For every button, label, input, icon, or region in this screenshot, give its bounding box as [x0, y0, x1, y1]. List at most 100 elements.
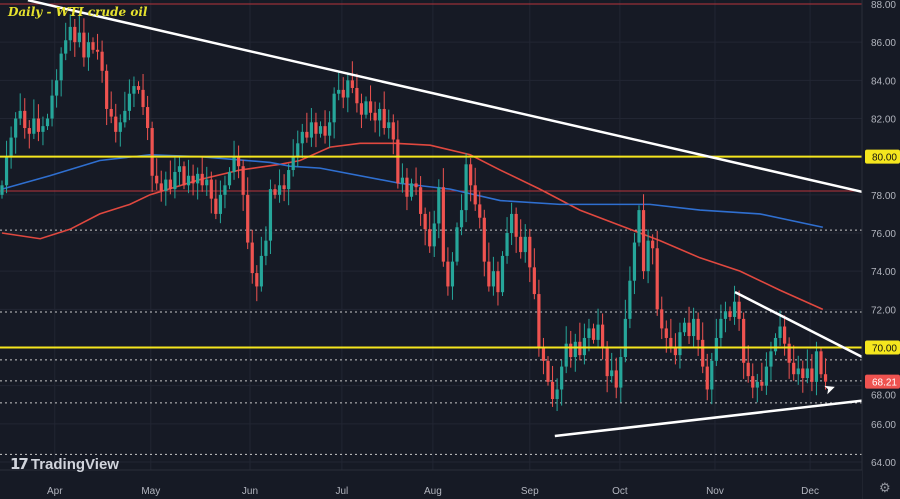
candle — [792, 345, 796, 381]
candle-body — [287, 170, 291, 190]
candle-body — [36, 118, 40, 132]
candle — [205, 166, 209, 196]
candle-body — [237, 156, 241, 167]
candle-body — [105, 70, 109, 109]
candle — [532, 248, 536, 300]
candle-body — [505, 233, 509, 256]
candle — [478, 191, 482, 229]
candle — [50, 79, 54, 127]
candle — [783, 315, 787, 356]
candle — [601, 313, 605, 360]
level-80.00-badge-label: 80.00 — [872, 153, 897, 164]
candle — [742, 312, 746, 379]
candle-body — [328, 122, 332, 136]
candle — [114, 103, 118, 143]
tradingview-logo: 𝟭𝟳 TradingView — [10, 455, 119, 474]
candle — [141, 73, 145, 115]
x-tick-label: Oct — [612, 486, 628, 497]
candle-body — [778, 326, 782, 338]
candle-body — [528, 236, 532, 268]
candle-body — [760, 381, 764, 386]
candle-body — [155, 175, 159, 184]
candle-body — [423, 213, 427, 230]
candle-body — [428, 229, 432, 247]
candle — [391, 114, 395, 155]
tv-logo-icon: 𝟭𝟳 — [10, 456, 29, 473]
candle-body — [255, 273, 259, 287]
price-axis — [862, 0, 900, 499]
candle — [441, 168, 445, 267]
candle-body — [387, 122, 391, 129]
candle — [487, 242, 491, 292]
candle-body — [432, 223, 436, 247]
candle — [127, 79, 131, 121]
candle — [223, 175, 227, 209]
candle-body — [632, 242, 637, 281]
candle-body — [246, 194, 250, 243]
candle-body — [314, 122, 318, 134]
candle — [86, 32, 91, 71]
candle-body — [459, 210, 464, 228]
candle-body — [669, 337, 673, 348]
candle — [764, 352, 768, 395]
settings-gear-icon[interactable]: ⚙ — [879, 480, 891, 495]
candle — [428, 211, 432, 253]
candle-body — [114, 116, 118, 132]
candle — [268, 179, 273, 254]
candle — [59, 47, 63, 97]
candle-body — [623, 318, 627, 358]
candle — [232, 140, 236, 180]
candle — [246, 177, 250, 250]
candle-body — [168, 179, 172, 190]
candle-body — [300, 131, 304, 144]
candle — [359, 93, 364, 129]
candle-body — [64, 40, 68, 54]
candle — [682, 317, 687, 337]
candle-body — [541, 347, 546, 361]
y-tick-label: 74.00 — [871, 267, 896, 278]
candle-body — [382, 108, 386, 129]
candle-body — [141, 89, 145, 108]
candle-body — [27, 128, 31, 134]
candle-body — [91, 42, 95, 50]
candle — [628, 266, 632, 329]
candle-body — [55, 80, 59, 96]
candle-body — [605, 347, 609, 377]
candle — [182, 161, 186, 190]
candle-body — [487, 261, 491, 287]
candle-body — [646, 240, 650, 272]
candle-body — [118, 122, 122, 132]
candle — [605, 341, 609, 393]
candle-body — [346, 80, 350, 98]
candle-body — [109, 108, 113, 117]
y-tick-label: 88.00 — [871, 0, 896, 11]
candle — [337, 72, 341, 101]
candle — [146, 95, 150, 141]
candle — [655, 230, 659, 316]
candle — [196, 167, 200, 200]
candle — [610, 352, 614, 383]
candle-body — [196, 173, 200, 184]
candle — [382, 91, 386, 135]
candle-body — [318, 126, 323, 134]
candle-body — [450, 261, 455, 287]
candle — [432, 210, 436, 257]
y-tick-label: 66.00 — [871, 420, 896, 431]
candle — [555, 378, 559, 412]
candle — [596, 308, 600, 348]
candle-body — [4, 156, 9, 186]
candle — [796, 355, 800, 385]
candle-body — [268, 189, 273, 241]
candle — [100, 40, 104, 83]
candle-body — [755, 381, 759, 388]
candle — [823, 358, 828, 390]
candle-body — [737, 301, 741, 319]
candle — [687, 306, 691, 344]
candle-body — [751, 376, 755, 388]
candle-body — [405, 177, 409, 197]
candle-body — [710, 360, 714, 390]
candle — [18, 93, 22, 126]
candle-body — [200, 173, 204, 186]
candle — [437, 179, 441, 239]
